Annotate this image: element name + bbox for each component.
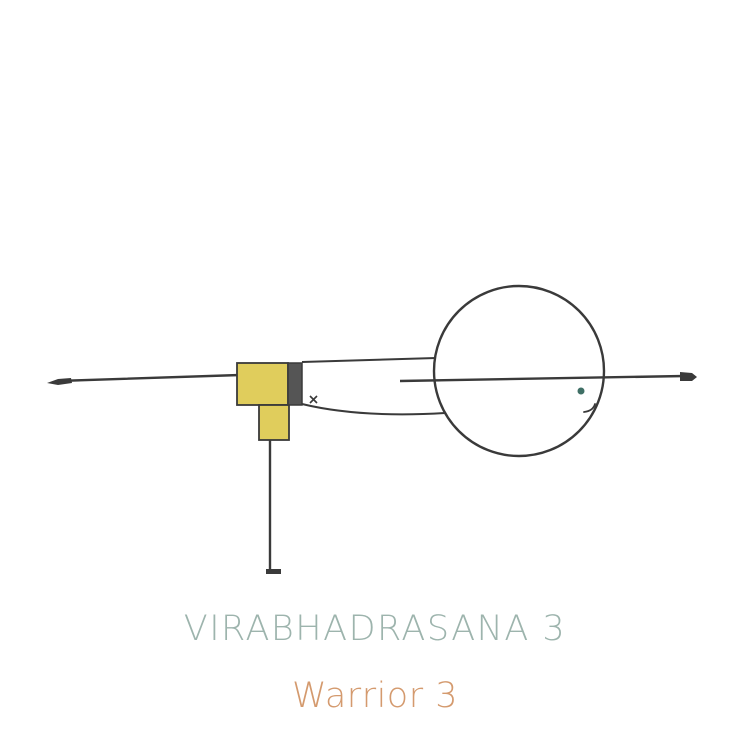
pose-sanskrit-name: VIRABHADRASANA 3	[183, 609, 567, 649]
smile	[583, 403, 596, 413]
navel-mark	[309, 395, 318, 404]
pose-english-name: Warrior 3	[291, 676, 459, 716]
back-foot	[47, 378, 72, 385]
belt	[287, 362, 303, 406]
torso-top-line	[301, 357, 437, 363]
torso-bottom-line	[301, 403, 446, 416]
head-circle	[432, 284, 606, 458]
eye	[577, 387, 585, 395]
shorts-leg	[258, 404, 290, 441]
back-leg-line	[56, 373, 242, 383]
arms-line	[399, 374, 686, 383]
hand	[680, 372, 697, 381]
standing-foot	[266, 569, 281, 574]
shorts-hip	[236, 362, 289, 406]
